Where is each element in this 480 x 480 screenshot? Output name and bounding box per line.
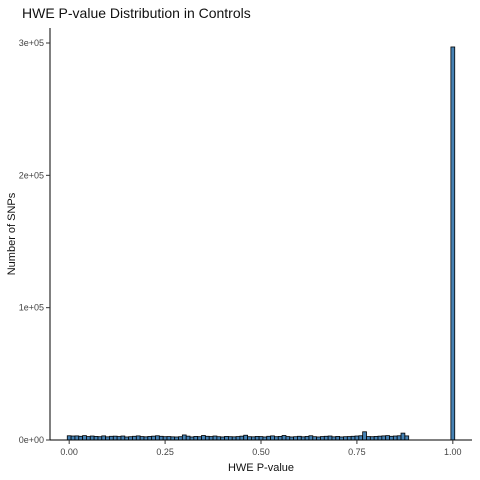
histogram-bar <box>66 435 72 441</box>
histogram-bar <box>78 435 84 441</box>
histogram-bar <box>235 436 241 441</box>
histogram-bar <box>116 436 122 441</box>
histogram-bar <box>350 435 356 441</box>
histogram-bar <box>208 436 214 441</box>
histogram-bar <box>147 436 153 441</box>
histogram-bar <box>212 435 218 441</box>
histogram-bar <box>354 435 360 441</box>
histogram-bar <box>281 435 287 441</box>
histogram-bar <box>139 436 145 441</box>
histogram-bar <box>74 435 80 441</box>
histogram-bar <box>201 435 206 441</box>
histogram-bar <box>243 434 248 441</box>
histogram-bar <box>377 435 383 441</box>
histogram-bar <box>193 436 199 441</box>
histogram-bar <box>358 435 364 441</box>
histogram-bar <box>258 436 264 441</box>
histogram-bar <box>181 434 187 441</box>
histogram-bar <box>346 436 352 441</box>
histogram-bar <box>392 435 398 441</box>
chart-title: HWE P-value Distribution in Controls <box>22 5 251 21</box>
histogram-bar <box>166 436 172 441</box>
y-tick-label: 1e+05 <box>19 303 44 313</box>
x-tick-label: 0.50 <box>252 447 270 457</box>
x-tick-label: 0.25 <box>156 447 174 457</box>
y-tick-label: 2e+05 <box>19 170 44 180</box>
histogram-bar <box>400 432 406 441</box>
x-tick-label: 0.75 <box>348 447 366 457</box>
histogram-bar <box>320 436 325 441</box>
histogram-bar <box>389 435 394 441</box>
histogram-bar <box>86 436 91 441</box>
x-axis-title: HWE P-value <box>228 462 294 474</box>
y-tick-label: 0e+00 <box>19 435 44 445</box>
histogram-bar <box>204 435 210 441</box>
histogram-bar <box>323 435 329 441</box>
histogram-bar <box>270 435 275 441</box>
x-tick-label: 1.00 <box>444 447 462 457</box>
histogram-bar <box>308 435 314 441</box>
histogram-bar <box>362 431 367 441</box>
histogram-bar <box>155 435 160 441</box>
histogram-bar <box>254 436 260 441</box>
histogram-bar <box>373 436 379 441</box>
x-ticks-group: 0.00 0.25 0.50 0.75 1.00 <box>60 440 462 457</box>
histogram-bar <box>158 435 164 441</box>
histogram-bar <box>385 435 390 441</box>
histogram-bar <box>450 46 456 441</box>
histogram-bar <box>109 435 114 441</box>
histogram-bar <box>93 436 99 441</box>
y-ticks-group: 0e+00 1e+05 2e+05 3e+05 <box>19 38 50 445</box>
histogram-bar <box>135 435 141 441</box>
y-tick-label: 3e+05 <box>19 38 44 48</box>
y-axis-title: Number of SNPs <box>6 192 18 275</box>
histogram-bar <box>277 436 283 441</box>
histogram-bar <box>404 435 410 441</box>
bars-group <box>66 46 456 441</box>
histogram-bar <box>381 435 387 441</box>
histogram-bar <box>82 435 87 441</box>
histogram-bar <box>101 435 107 441</box>
histogram-bar <box>285 436 291 441</box>
histogram-bar <box>224 436 229 441</box>
histogram-bar <box>112 435 118 441</box>
histogram-bar <box>297 435 302 441</box>
histogram-bar <box>239 435 245 441</box>
histogram-bar <box>89 435 95 441</box>
histogram-bar <box>185 435 191 441</box>
histogram-bar <box>70 435 76 441</box>
histogram-bar <box>327 435 333 441</box>
histogram-bar <box>396 435 402 441</box>
histogram-bar <box>120 435 126 441</box>
histogram-bar <box>366 436 371 441</box>
histogram-bar <box>132 435 137 441</box>
histogram-bar <box>335 436 341 441</box>
histogram-bar <box>151 435 156 441</box>
histogram-bar <box>266 435 271 441</box>
x-tick-label: 0.00 <box>60 447 78 457</box>
histogram-bar <box>304 436 310 441</box>
